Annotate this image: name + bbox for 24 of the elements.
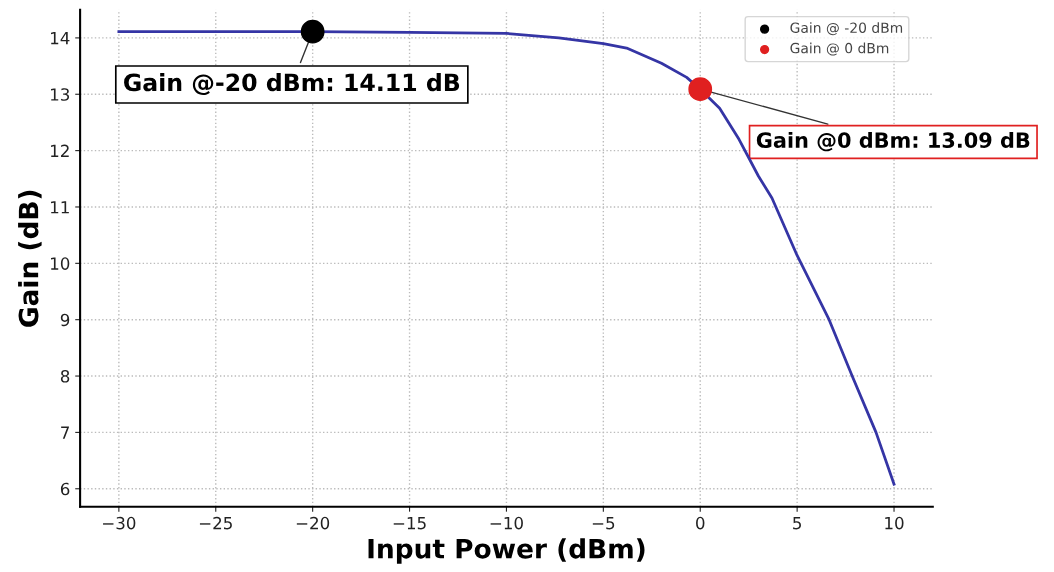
y-axis-title: Gain (dB) — [18, 190, 42, 327]
x-tick-label: −25 — [199, 516, 232, 530]
x-tick-label: −15 — [393, 517, 426, 530]
y-tick-label: 12 — [51, 144, 69, 157]
y-tick-label: 11 — [51, 201, 69, 214]
annotation: Gain @0 dBm: 13.09 dB — [756, 131, 1030, 152]
y-tick-label: 13 — [51, 88, 70, 101]
y-tick-label: 6 — [60, 482, 70, 496]
x-tick-label: −30 — [103, 516, 136, 530]
x-tick-label: 5 — [793, 517, 801, 530]
x-tick-label: 0 — [696, 516, 705, 530]
y-tick-label: 10 — [51, 257, 70, 270]
legend-label: Gain @ -20 dBm — [790, 22, 903, 36]
y-tick-label: 8 — [60, 370, 70, 383]
legend-label: Gain @ 0 dBm — [790, 42, 889, 56]
y-tick-label: 7 — [61, 426, 69, 439]
x-tick-label: 10 — [885, 516, 904, 530]
y-tick-label: 14 — [51, 32, 70, 45]
x-axis-title: Input Power (dBm) — [368, 538, 645, 564]
x-tick-label: −5 — [592, 517, 615, 530]
y-tick-label: 9 — [60, 313, 70, 327]
annotation: Gain @-20 dBm: 14.11 dB — [124, 73, 460, 96]
x-tick-label: −20 — [296, 516, 330, 530]
x-tick-label: −10 — [490, 516, 523, 530]
